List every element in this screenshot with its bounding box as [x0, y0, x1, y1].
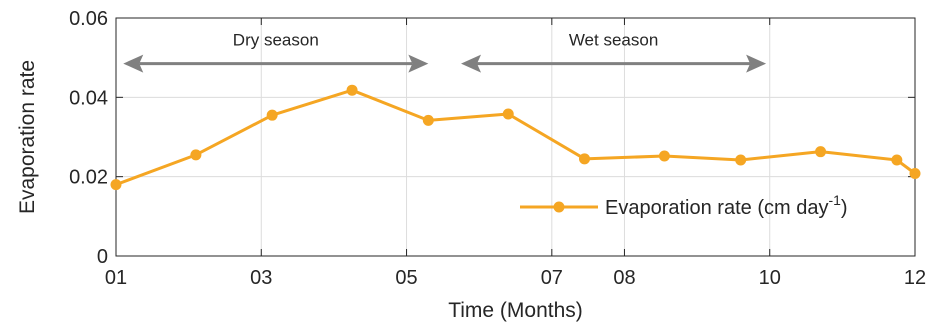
y-axis-label: Evaporation rate: [16, 60, 39, 214]
season-label: Wet season: [569, 31, 658, 50]
data-point: [658, 150, 670, 162]
x-tick-label: 03: [250, 267, 272, 289]
x-tick-label: 05: [395, 267, 417, 289]
season-arrow: Dry season: [123, 31, 429, 73]
y-tick-label: 0.04: [69, 87, 108, 109]
legend-label-suffix: ): [841, 197, 848, 219]
legend-label: Evaporation rate (cm day-1): [605, 192, 848, 219]
data-point: [815, 146, 827, 158]
data-point: [346, 84, 358, 96]
legend: Evaporation rate (cm day-1): [520, 192, 848, 219]
arrow-head-left: [123, 54, 144, 73]
y-tick-label: 0.06: [69, 8, 108, 30]
legend-label-superscript: -1: [828, 192, 841, 208]
data-point: [190, 149, 202, 161]
arrow-head-left: [461, 54, 482, 73]
season-annotations: Dry season Wet season: [123, 31, 767, 73]
plot-frame: [115, 17, 916, 257]
data-point: [266, 109, 278, 121]
legend-label-main: Evaporation rate (cm day: [605, 197, 828, 219]
series-line: [115, 88, 916, 187]
y-tick-label: 0.02: [69, 167, 108, 189]
x-tick-label: 10: [759, 267, 781, 289]
data-point: [579, 153, 591, 165]
grid-lines: [115, 17, 916, 257]
arrow-head-right: [408, 54, 429, 73]
season-label: Dry season: [233, 31, 319, 50]
axis-ticks: 0 0.02 0.04 0.06 01 03 05 07 08 10 12: [69, 8, 926, 289]
legend-marker: [553, 201, 565, 213]
x-tick-label: 07: [541, 267, 563, 289]
y-tick-label: 0: [97, 246, 108, 268]
season-arrow: Wet season: [461, 31, 767, 73]
arrow-head-right: [746, 54, 767, 73]
data-point: [735, 154, 747, 166]
data-point: [502, 108, 514, 120]
data-point: [110, 179, 122, 191]
data-point: [909, 167, 921, 179]
series-group: [110, 84, 921, 191]
data-point: [422, 114, 434, 126]
data-point: [891, 154, 903, 166]
x-tick-label: 12: [904, 267, 926, 289]
x-tick-label: 01: [105, 267, 127, 289]
x-axis-label: Time (Months): [448, 299, 583, 322]
x-tick-label: 08: [613, 267, 635, 289]
